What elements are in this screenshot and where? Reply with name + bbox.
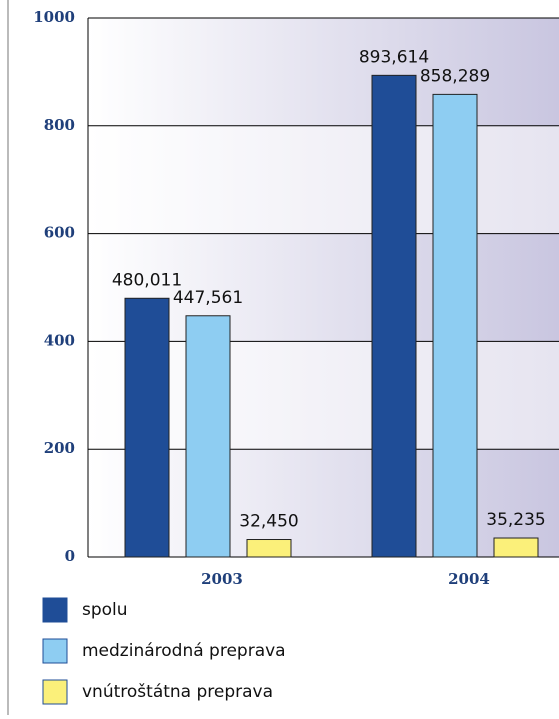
bar xyxy=(246,539,292,558)
value-label: 32,450 xyxy=(239,512,298,532)
x-tick-label: 2003 xyxy=(201,570,243,588)
legend-swatch xyxy=(42,638,68,664)
y-tick-label: 0 xyxy=(65,547,75,565)
bar xyxy=(124,297,170,558)
legend-label: medzinárodná preprava xyxy=(82,641,286,661)
y-tick-label: 800 xyxy=(44,116,75,134)
y-tick-label: 1000 xyxy=(33,8,75,26)
bar xyxy=(371,74,417,558)
value-label: 35,235 xyxy=(486,510,545,530)
value-label: 447,561 xyxy=(173,288,243,308)
legend-label: spolu xyxy=(82,600,128,620)
legend-label: vnútroštátna preprava xyxy=(82,682,273,702)
y-tick-label: 400 xyxy=(44,331,75,349)
value-label: 858,289 xyxy=(420,66,490,86)
bar xyxy=(493,537,539,558)
y-tick-label: 200 xyxy=(44,439,75,457)
plot-band xyxy=(88,18,559,126)
legend-swatch xyxy=(42,679,68,705)
bar xyxy=(185,315,231,558)
x-tick-label: 2004 xyxy=(448,570,490,588)
bar xyxy=(432,93,478,558)
value-label: 893,614 xyxy=(359,47,429,67)
y-tick-label: 600 xyxy=(44,224,75,242)
legend-swatch xyxy=(42,597,68,623)
value-label: 480,011 xyxy=(112,270,182,290)
